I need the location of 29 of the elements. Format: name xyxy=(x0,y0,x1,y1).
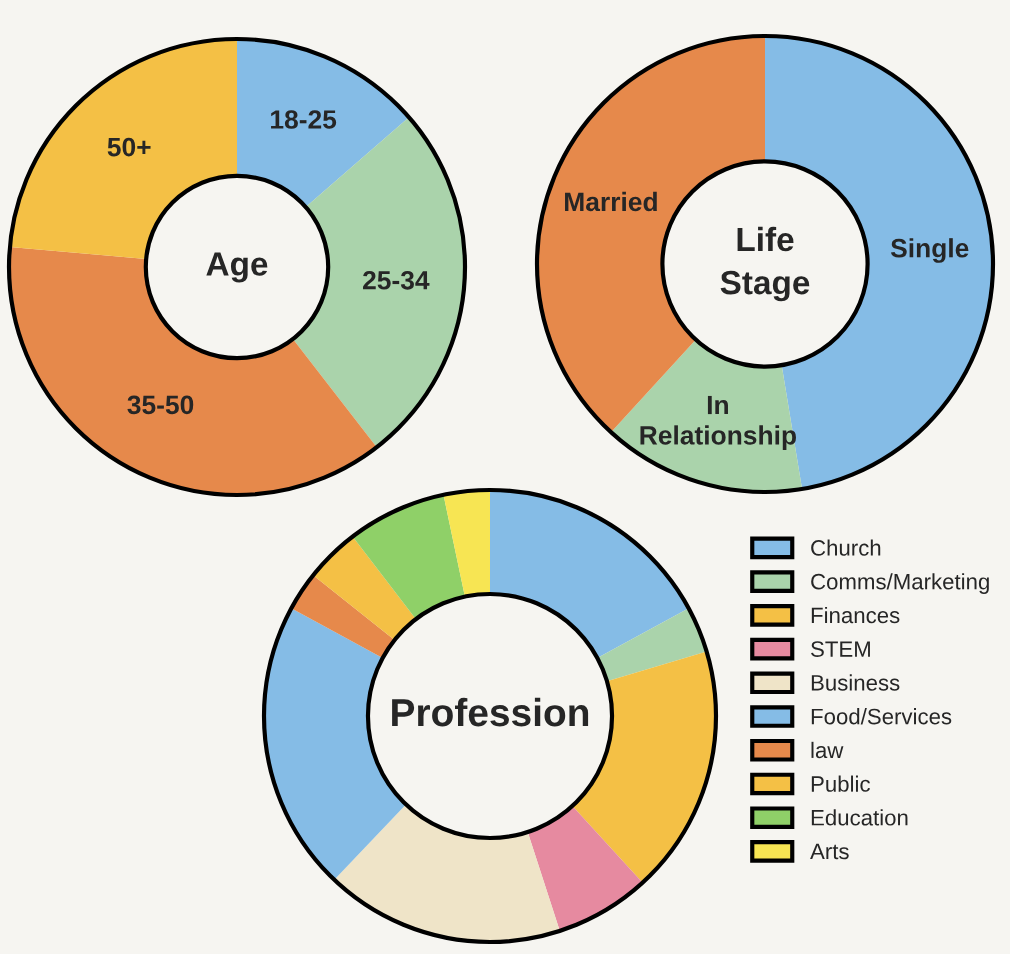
donut-slice xyxy=(352,494,465,620)
legend-label: Church xyxy=(811,539,881,556)
donut-slice xyxy=(313,536,416,640)
donut-slice xyxy=(237,39,409,208)
legend-label: Finances xyxy=(811,606,900,624)
slice-label: 18-25 xyxy=(271,110,337,129)
slice-label: In Relationship xyxy=(640,395,796,450)
donut-slice xyxy=(334,804,560,942)
donut-slice xyxy=(291,575,395,658)
legend-label: Comms/Marketing xyxy=(811,573,989,594)
slice-label: 35-50 xyxy=(127,395,194,415)
slice-label: Married xyxy=(565,191,657,212)
legend-label: Education xyxy=(811,809,908,826)
donut-slice xyxy=(490,490,689,658)
donut-slice xyxy=(527,806,643,931)
text: Life Stage xyxy=(720,226,810,302)
text: Age xyxy=(206,252,268,283)
text: Profession xyxy=(392,697,589,727)
slice-label: 50+ xyxy=(107,137,151,157)
donut-slice xyxy=(443,490,490,597)
legend-label: Public xyxy=(811,775,870,792)
donut-slice xyxy=(597,608,707,682)
legend-label: Arts xyxy=(810,843,849,860)
slice-label: Single xyxy=(890,238,969,263)
legend-label: Food/Services xyxy=(811,708,952,725)
legend-label: Business xyxy=(811,674,900,691)
legend-label: STEM xyxy=(811,641,870,657)
slice-label: 25-34 xyxy=(363,270,430,290)
legend-label: law xyxy=(811,741,844,759)
